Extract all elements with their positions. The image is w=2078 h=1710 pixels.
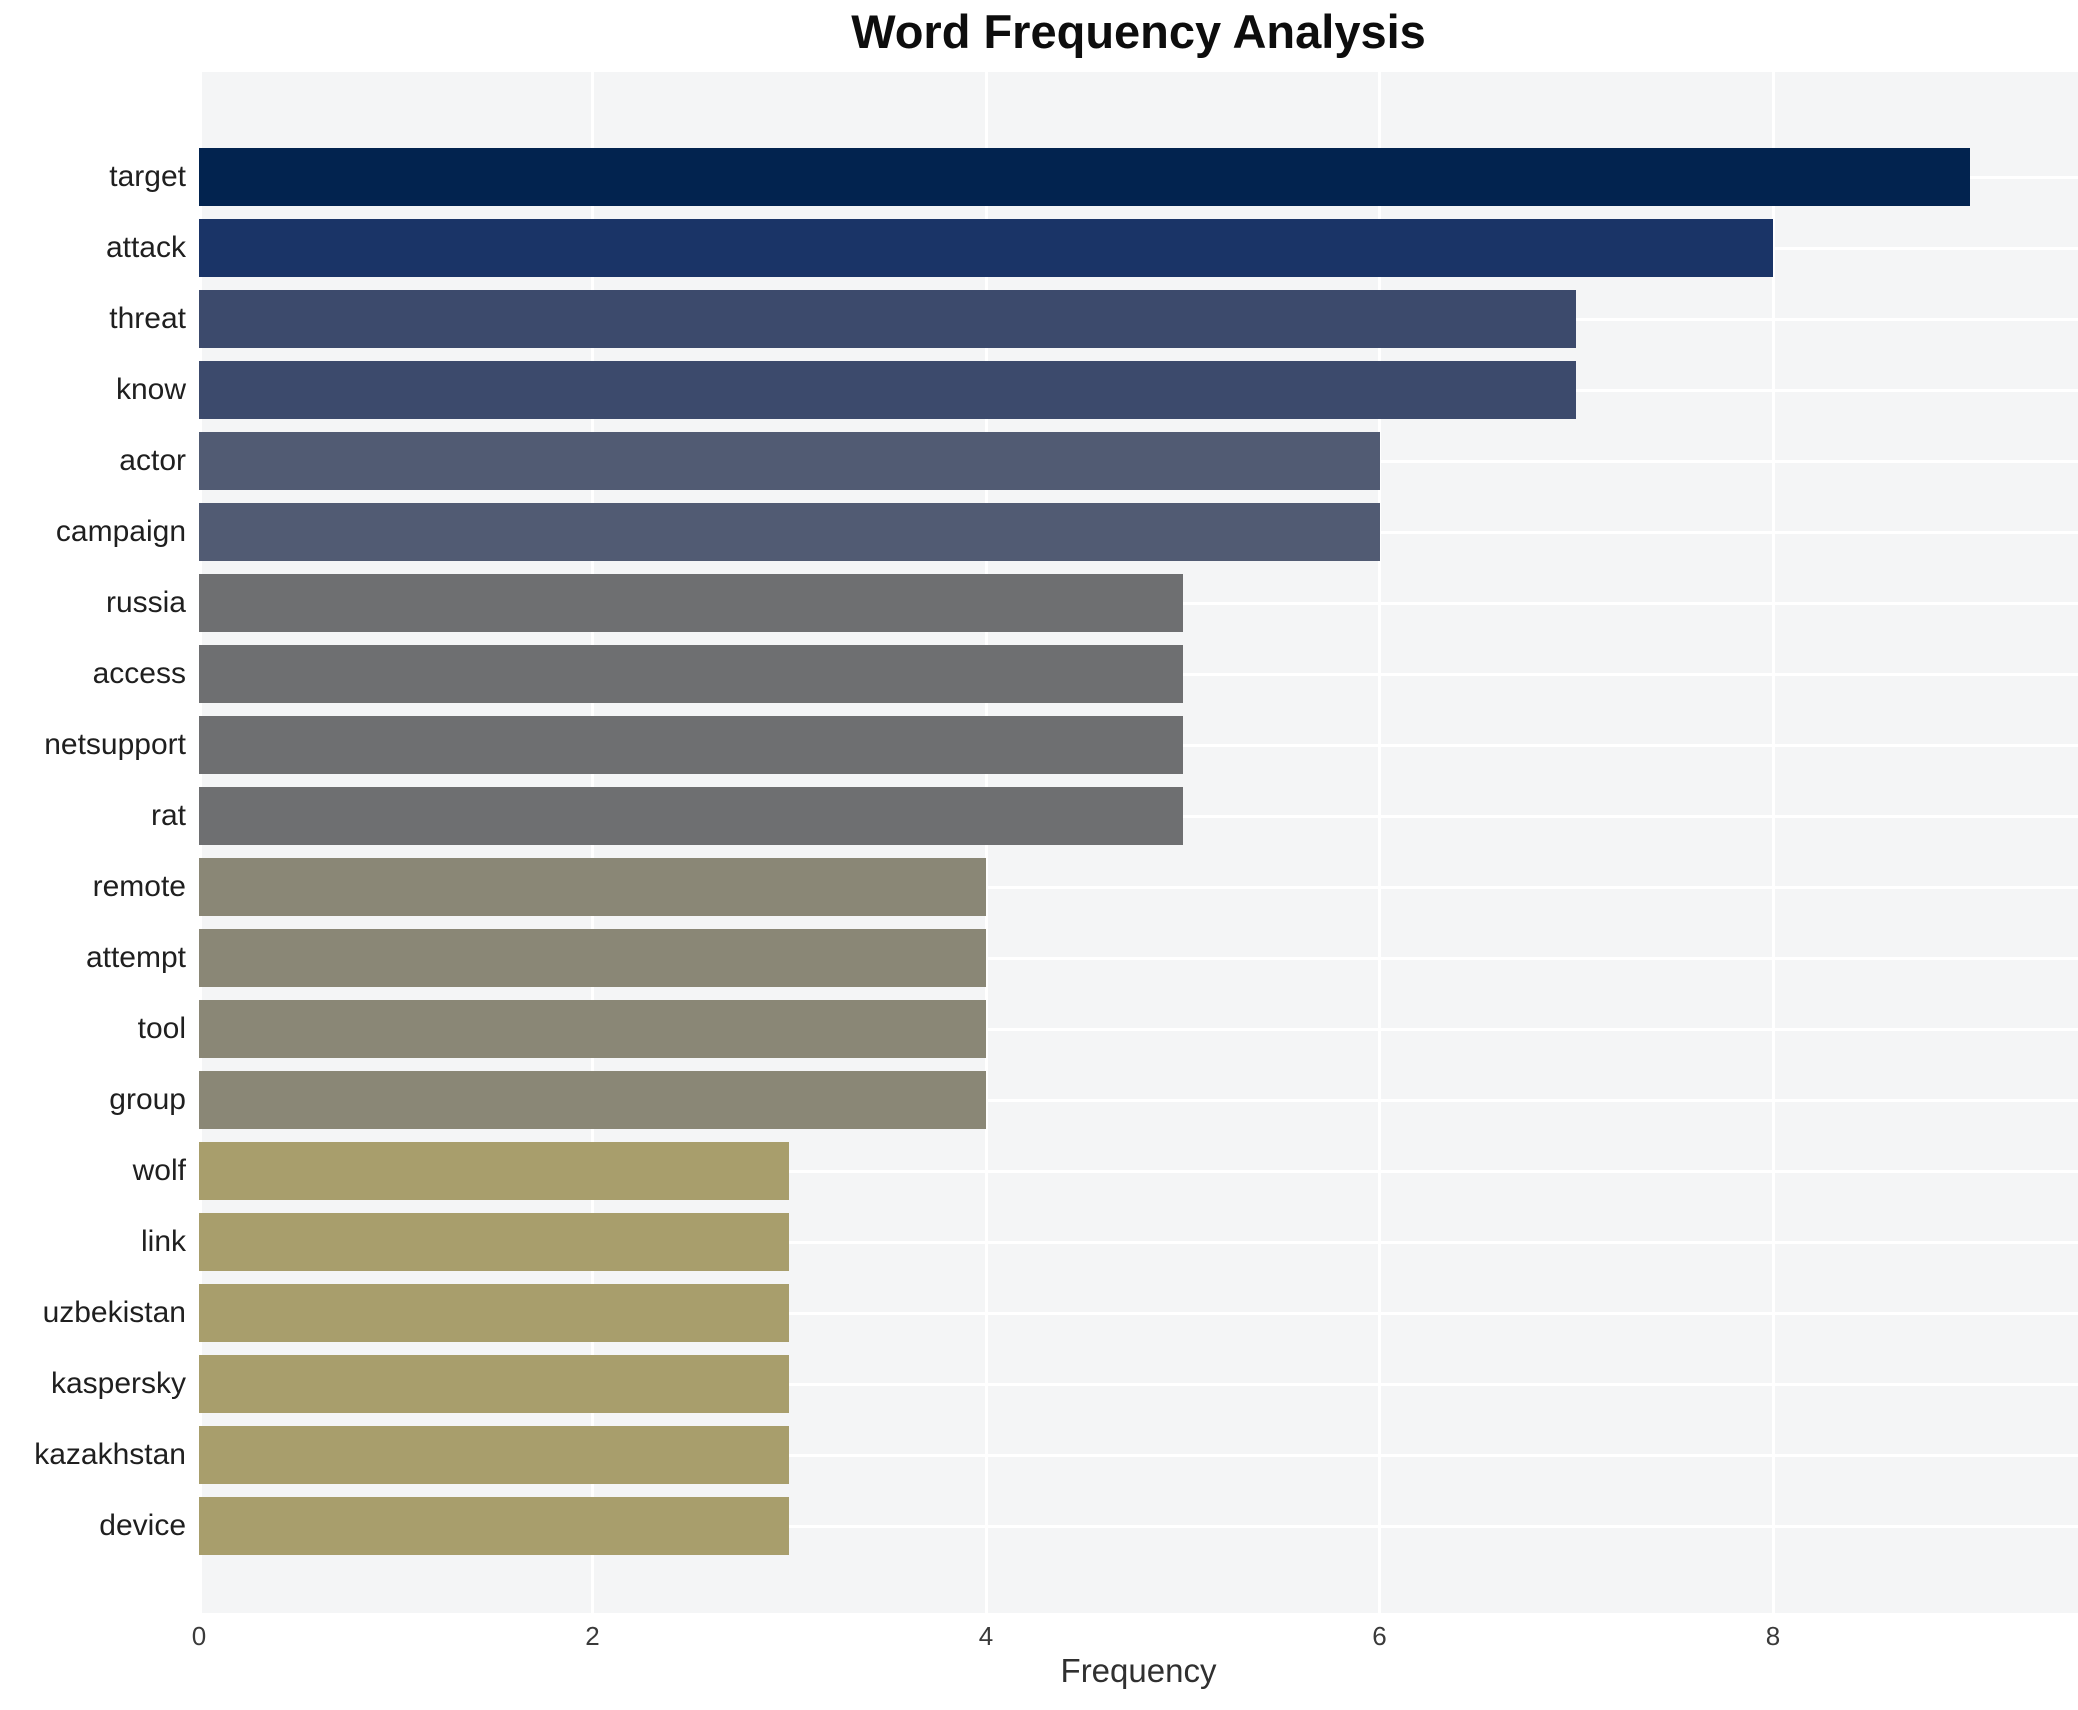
category-label: netsupport — [44, 728, 186, 761]
category-label: uzbekistan — [42, 1296, 186, 1329]
category-label: remote — [92, 870, 186, 903]
horizontal-gridline — [199, 1382, 2078, 1386]
category-label: group — [109, 1083, 186, 1116]
horizontal-gridline — [199, 1311, 2078, 1315]
bar-device — [199, 1497, 790, 1555]
bar-know — [199, 361, 1577, 419]
horizontal-gridline — [199, 1169, 2078, 1173]
category-label: device — [99, 1509, 186, 1542]
bar-rat — [199, 787, 1183, 845]
bar-threat — [199, 290, 1577, 348]
x-axis-title: Frequency — [1060, 1652, 1217, 1689]
bar-access — [199, 645, 1183, 703]
category-label: attempt — [85, 941, 186, 974]
plot-area — [199, 72, 2078, 1613]
bar-remote — [199, 858, 987, 916]
bar-russia — [199, 574, 1183, 632]
bar-kaspersky — [199, 1355, 790, 1413]
bar-kazakhstan — [199, 1426, 790, 1484]
category-label: rat — [150, 799, 186, 832]
bar-campaign — [199, 503, 1380, 561]
x-tick-label: 8 — [1765, 1621, 1781, 1651]
bar-wolf — [199, 1142, 790, 1200]
x-tick-label: 4 — [978, 1621, 994, 1651]
bar-link — [199, 1213, 790, 1271]
horizontal-gridline — [199, 1027, 2078, 1031]
category-label: kazakhstan — [34, 1438, 186, 1471]
x-tick-label: 6 — [1372, 1621, 1387, 1651]
bar-attack — [199, 219, 1774, 277]
category-label: access — [92, 657, 186, 690]
category-label: campaign — [55, 515, 186, 548]
horizontal-gridline — [199, 1098, 2078, 1102]
vertical-gridline — [1771, 72, 1775, 1613]
horizontal-gridline — [199, 1240, 2078, 1244]
horizontal-gridline — [199, 956, 2078, 960]
x-tick-label: 2 — [585, 1621, 600, 1651]
category-label: wolf — [132, 1154, 186, 1187]
category-label: russia — [105, 586, 186, 619]
category-label: attack — [105, 231, 186, 264]
category-label: threat — [109, 302, 186, 335]
bar-tool — [199, 1000, 987, 1058]
bar-target — [199, 148, 1970, 206]
category-label: actor — [119, 444, 186, 477]
category-label: kaspersky — [50, 1367, 186, 1400]
vertical-gridline — [1378, 72, 1382, 1613]
bar-group — [199, 1071, 987, 1129]
category-label: target — [109, 160, 186, 193]
bar-netsupport — [199, 716, 1183, 774]
horizontal-gridline — [199, 885, 2078, 889]
category-label: link — [140, 1225, 186, 1258]
horizontal-gridline — [199, 1524, 2078, 1528]
horizontal-gridline — [199, 1453, 2078, 1457]
category-label: know — [115, 373, 186, 406]
bar-uzbekistan — [199, 1284, 790, 1342]
bar-attempt — [199, 929, 987, 987]
category-label: tool — [137, 1012, 186, 1045]
x-tick-label: 0 — [191, 1621, 207, 1651]
bar-actor — [199, 432, 1380, 490]
chart-title: Word Frequency Analysis — [851, 5, 1426, 58]
